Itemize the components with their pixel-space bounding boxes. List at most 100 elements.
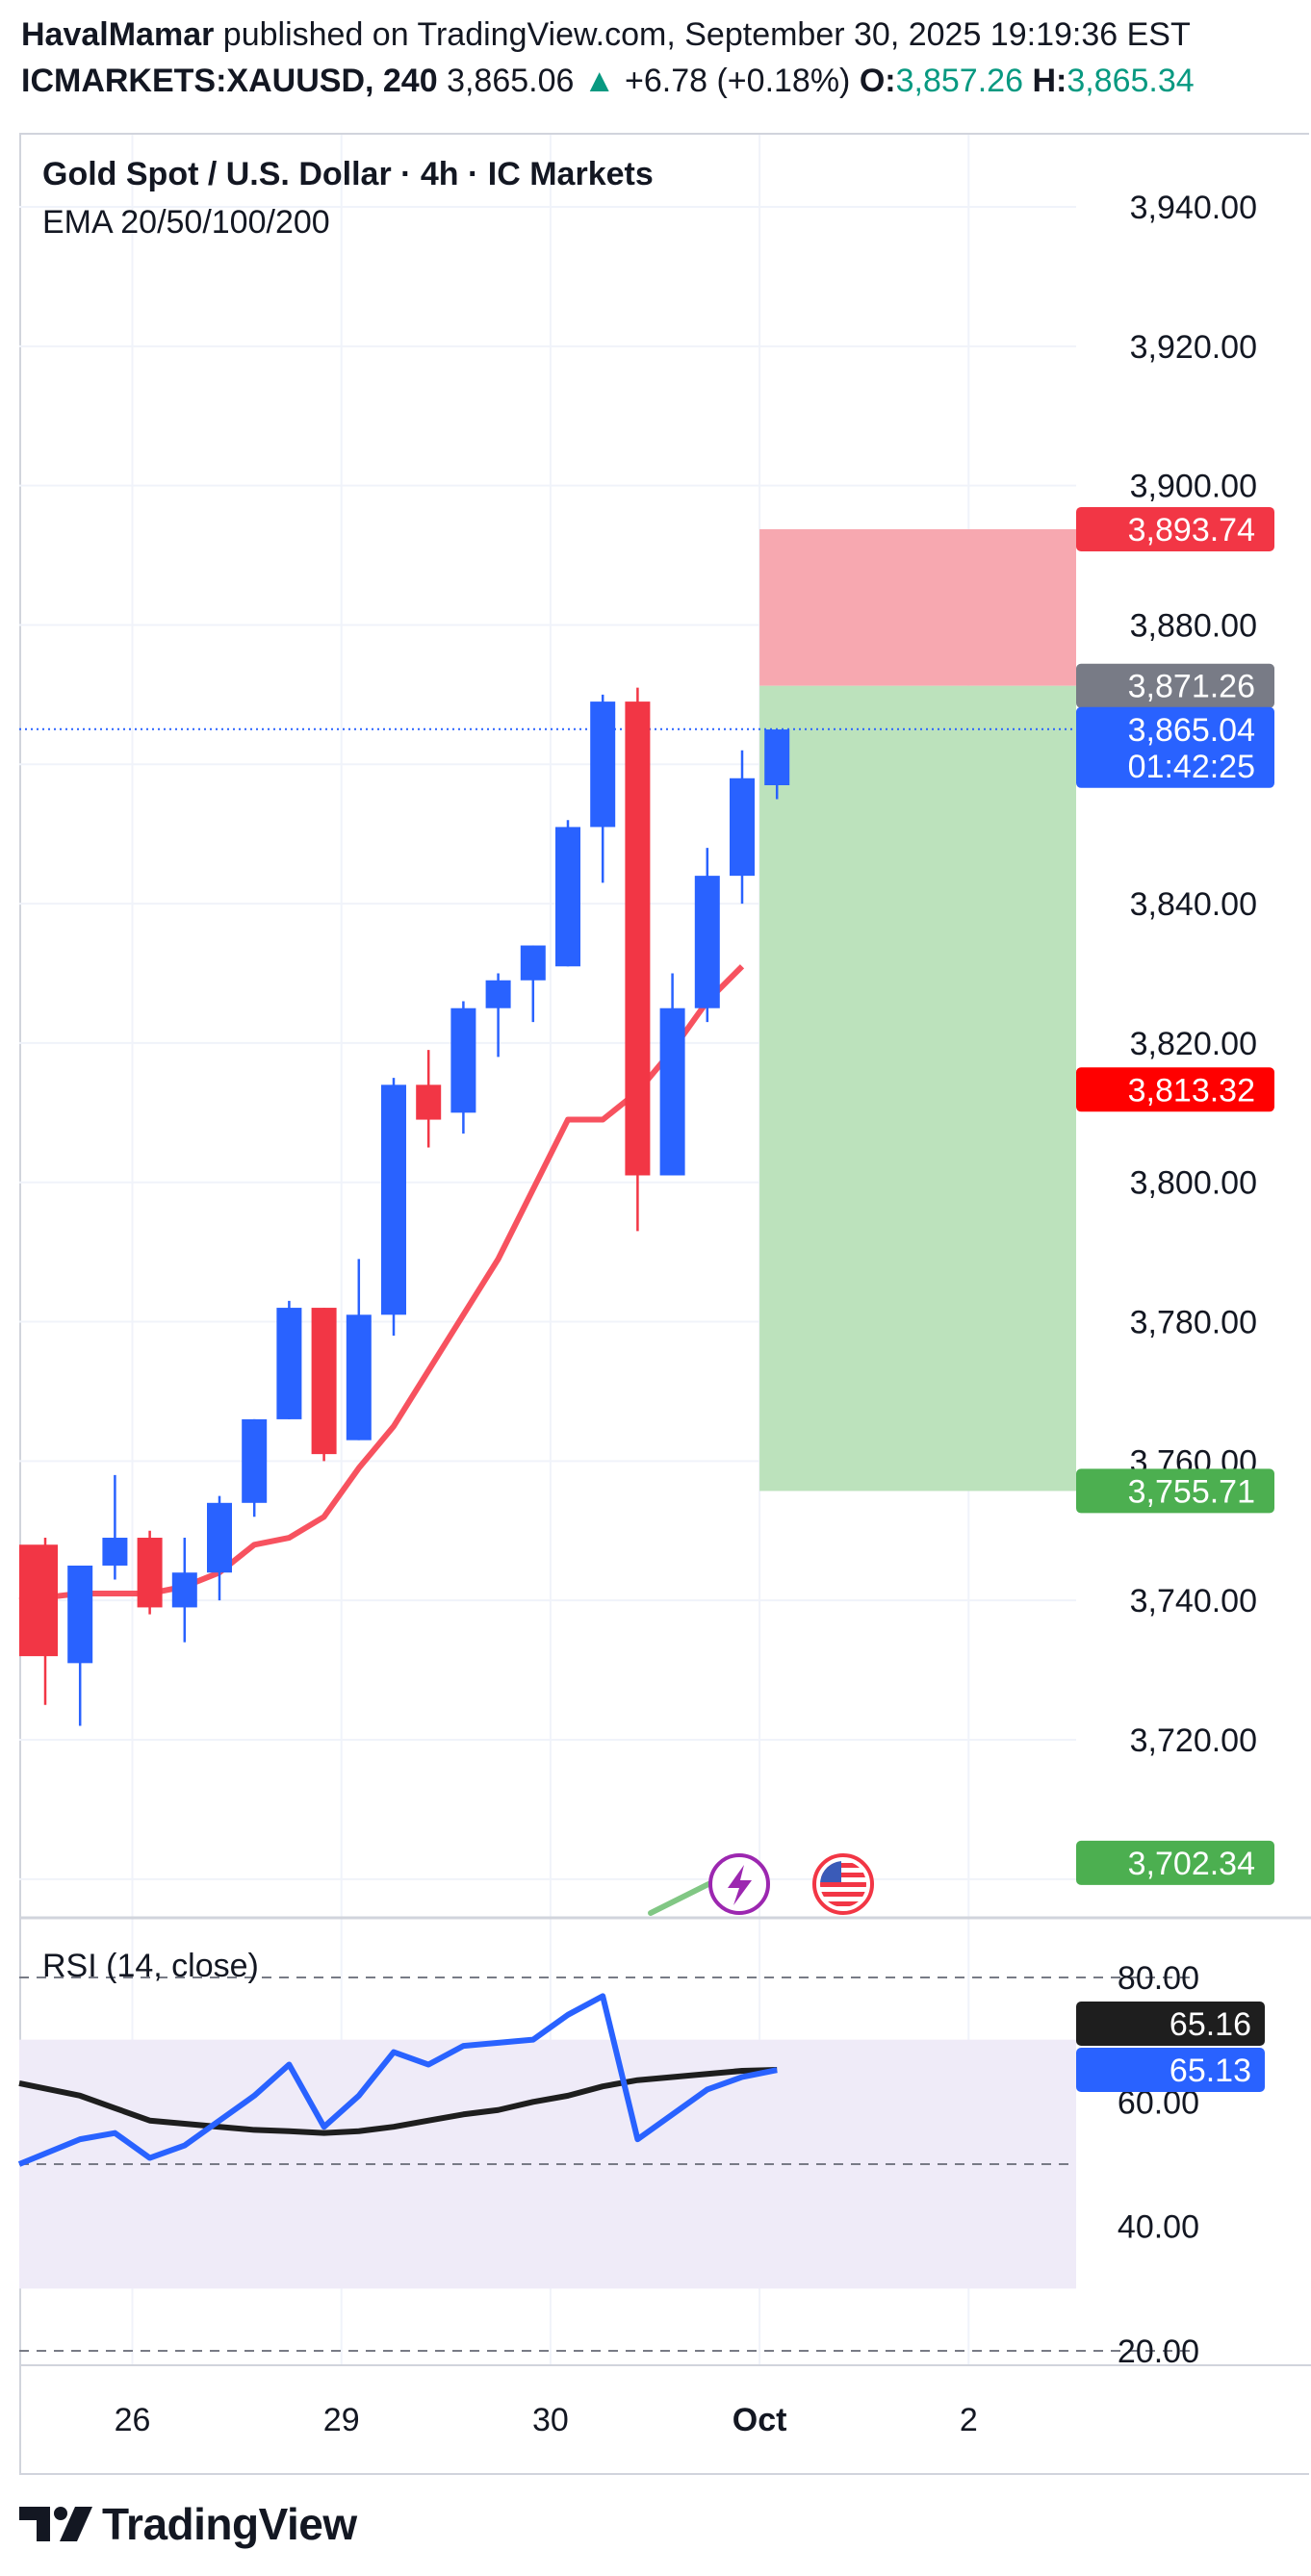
chart-title: Gold Spot / U.S. Dollar · 4h · IC Market… (42, 156, 654, 192)
tradingview-logo-icon[interactable] (17, 2501, 94, 2547)
candle[interactable] (67, 1565, 93, 1726)
price-tag-label: 3,702.34 (1128, 1846, 1255, 1882)
candle[interactable] (207, 1495, 232, 1601)
candle-body (242, 1418, 268, 1503)
price-tag: 3,702.34 (1076, 1840, 1274, 1885)
us-flag-icon[interactable] (812, 1853, 874, 1915)
candle[interactable] (311, 1308, 337, 1462)
candle-body (450, 1007, 476, 1113)
candle-body (311, 1308, 337, 1455)
price-axis[interactable]: 3,720.003,740.003,760.003,780.003,800.00… (1130, 190, 1257, 1759)
candle-body (416, 1084, 442, 1120)
price-tag-label: 3,893.74 (1128, 512, 1255, 548)
publish-line: HavalMamar published on TradingView.com,… (21, 12, 1301, 58)
price-tag-bg (1076, 663, 1274, 708)
candle-body (485, 980, 511, 1008)
ema-line-green (648, 1881, 711, 1916)
candle-body (207, 1502, 232, 1573)
time-tick-label: Oct (733, 2402, 787, 2438)
candle-body (67, 1565, 93, 1664)
candle-body (659, 1007, 685, 1176)
price-tick-label: 3,920.00 (1130, 329, 1257, 366)
time-tick-label: 30 (532, 2402, 569, 2438)
candle[interactable] (276, 1300, 302, 1419)
rsi-tick-label: 80.00 (1118, 1960, 1199, 1997)
candle-body (694, 876, 720, 1008)
time-axis[interactable]: 26 29 30 Oct 2 (115, 2402, 978, 2438)
candle[interactable] (242, 1418, 268, 1518)
price-tag: 3,755.71 (1076, 1468, 1274, 1514)
up-arrow-icon: ▲ (582, 63, 616, 99)
candle[interactable] (555, 820, 580, 967)
candle-body (276, 1308, 302, 1419)
candle-body (381, 1084, 406, 1315)
candle-body (171, 1572, 197, 1608)
candle-body (19, 1544, 58, 1657)
rsi-line[interactable] (17, 1993, 778, 2167)
price-tag-bg (1076, 1840, 1274, 1885)
price-tick-label: 3,800.00 (1130, 1165, 1257, 1202)
price-tag-bg (1076, 706, 1274, 788)
author-name[interactable]: HavalMamar (21, 16, 215, 53)
price-tag: 3,871.26 (1076, 663, 1274, 708)
indicator-legend[interactable]: EMA 20/50/100/200 (42, 204, 330, 241)
symbol-name[interactable]: ICMARKETS:XAUUSD, 240 (21, 63, 438, 99)
rsi-ma-tag-label: 65.16 (1170, 2006, 1251, 2043)
price-tag-label: 3,813.32 (1128, 1072, 1255, 1109)
candle[interactable] (485, 973, 511, 1058)
candle[interactable] (520, 945, 546, 1023)
footer: TradingView (17, 2490, 357, 2558)
price-tick-label: 3,740.00 (1130, 1583, 1257, 1620)
candle[interactable] (346, 1259, 372, 1441)
candlestick-series[interactable] (19, 687, 790, 1726)
brand-name[interactable]: TradingView (102, 2499, 357, 2549)
candle[interactable] (450, 1001, 476, 1135)
candle[interactable] (659, 973, 685, 1176)
candle[interactable] (102, 1474, 128, 1580)
candle[interactable] (764, 729, 790, 800)
candle-body (730, 778, 755, 877)
price-tick-label: 3,820.00 (1130, 1026, 1257, 1062)
price-tick-label: 3,720.00 (1130, 1722, 1257, 1759)
rsi-ma-tag: 65.16 (1076, 2002, 1265, 2046)
candle-body (102, 1538, 128, 1566)
candle-body (555, 827, 580, 967)
rsi-tick-label: 40.00 (1118, 2209, 1199, 2246)
price-tag-label: 3,865.04 (1128, 712, 1255, 749)
candle[interactable] (381, 1078, 406, 1337)
candle-body (625, 701, 651, 1176)
lightning-bolt-icon[interactable] (708, 1853, 770, 1915)
chart-header: HavalMamar published on TradingView.com,… (21, 12, 1301, 104)
rsi-legend[interactable]: RSI (14, close) (42, 1948, 259, 1984)
short-position-tool[interactable] (759, 528, 1076, 1492)
rsi-value-tag-label: 65.13 (1170, 2053, 1251, 2089)
candle-body (764, 729, 790, 785)
price-tag-bg (1076, 1468, 1274, 1514)
price-tag-label: 3,755.71 (1128, 1473, 1255, 1510)
price-tick-label: 3,840.00 (1130, 886, 1257, 923)
ohlc-line: ICMARKETS:XAUUSD, 240 3,865.06 ▲ +6.78 (… (21, 58, 1301, 104)
price-change: +6.78 (+0.18%) (625, 63, 851, 99)
candle[interactable] (171, 1538, 197, 1643)
price-tag: 3,893.74 (1076, 506, 1274, 551)
candle[interactable] (625, 687, 651, 1232)
candle-body (520, 945, 546, 981)
chart-frame (19, 133, 1309, 2475)
price-chart[interactable]: 3,720.003,740.003,760.003,780.003,800.00… (0, 0, 1311, 2483)
candle[interactable] (19, 1538, 58, 1705)
stop-loss-zone[interactable] (759, 528, 1076, 686)
candle[interactable] (730, 750, 755, 905)
take-profit-zone[interactable] (759, 685, 1076, 1492)
countdown-label: 01:42:25 (1128, 749, 1255, 785)
rsi-value-tag-bg (1076, 2048, 1265, 2092)
candle[interactable] (694, 848, 720, 1023)
rsi-ma-line[interactable] (18, 2066, 778, 2136)
open-label: O: (859, 63, 896, 99)
price-tag-bg (1076, 506, 1274, 551)
candle[interactable] (590, 694, 616, 883)
candle[interactable] (416, 1050, 442, 1148)
candle[interactable] (137, 1530, 163, 1615)
rsi-ma-tag-bg (1076, 2002, 1265, 2046)
